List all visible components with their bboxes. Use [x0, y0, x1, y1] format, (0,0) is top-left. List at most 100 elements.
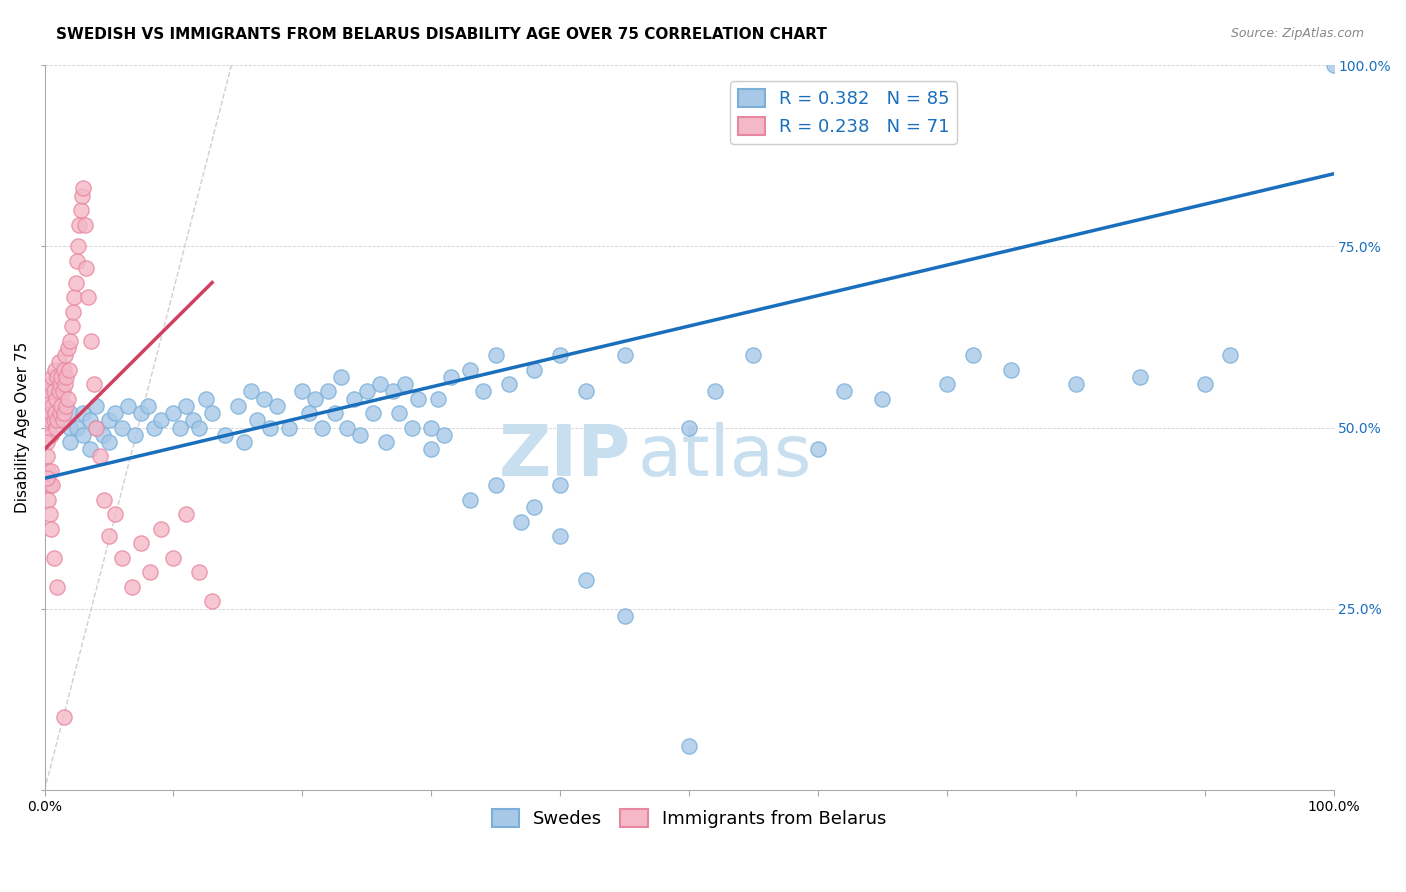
- Point: [510, 515, 533, 529]
- Legend: Swedes, Immigrants from Belarus: Swedes, Immigrants from Belarus: [485, 801, 894, 835]
- Point: [426, 392, 449, 406]
- Point: [214, 427, 236, 442]
- Point: [55, 399, 77, 413]
- Point: [471, 384, 494, 399]
- Point: [79, 413, 101, 427]
- Point: [575, 384, 598, 399]
- Point: [73, 218, 96, 232]
- Point: [83, 377, 105, 392]
- Point: [89, 450, 111, 464]
- Point: [84, 420, 107, 434]
- Point: [162, 551, 184, 566]
- Point: [239, 384, 262, 399]
- Point: [80, 334, 103, 348]
- Point: [872, 392, 894, 406]
- Point: [1129, 369, 1152, 384]
- Point: [55, 369, 77, 384]
- Point: [458, 493, 481, 508]
- Point: [485, 478, 508, 492]
- Point: [66, 420, 89, 434]
- Point: [316, 384, 339, 399]
- Point: [703, 384, 725, 399]
- Point: [548, 529, 571, 543]
- Y-axis label: Disability Age Over 75: Disability Age Over 75: [15, 342, 30, 513]
- Point: [1219, 348, 1241, 362]
- Point: [48, 355, 70, 369]
- Point: [201, 594, 224, 608]
- Point: [75, 261, 97, 276]
- Point: [259, 420, 281, 434]
- Point: [42, 384, 65, 399]
- Point: [962, 348, 984, 362]
- Point: [266, 399, 288, 413]
- Point: [336, 420, 359, 434]
- Point: [41, 369, 63, 384]
- Point: [70, 188, 93, 202]
- Point: [124, 427, 146, 442]
- Point: [678, 420, 700, 434]
- Point: [246, 413, 269, 427]
- Point: [181, 413, 204, 427]
- Point: [548, 478, 571, 492]
- Point: [498, 377, 520, 392]
- Point: [37, 464, 59, 478]
- Point: [41, 399, 63, 413]
- Point: [742, 348, 765, 362]
- Point: [388, 406, 411, 420]
- Point: [1064, 377, 1087, 392]
- Point: [439, 369, 461, 384]
- Point: [575, 573, 598, 587]
- Point: [52, 406, 75, 420]
- Point: [832, 384, 855, 399]
- Point: [368, 377, 391, 392]
- Point: [420, 420, 443, 434]
- Point: [63, 290, 86, 304]
- Point: [129, 536, 152, 550]
- Point: [59, 334, 82, 348]
- Point: [188, 566, 211, 580]
- Point: [104, 406, 127, 420]
- Point: [485, 348, 508, 362]
- Point: [56, 341, 79, 355]
- Point: [49, 406, 72, 420]
- Point: [330, 369, 353, 384]
- Point: [37, 392, 59, 406]
- Point: [38, 508, 60, 522]
- Text: atlas: atlas: [637, 422, 811, 491]
- Point: [188, 420, 211, 434]
- Point: [66, 253, 89, 268]
- Point: [67, 239, 90, 253]
- Point: [361, 406, 384, 420]
- Point: [52, 362, 75, 376]
- Point: [59, 420, 82, 434]
- Point: [51, 399, 73, 413]
- Point: [39, 464, 62, 478]
- Point: [53, 377, 76, 392]
- Point: [37, 420, 59, 434]
- Point: [67, 218, 90, 232]
- Point: [349, 427, 371, 442]
- Point: [59, 435, 82, 450]
- Text: ZIP: ZIP: [499, 422, 631, 491]
- Point: [233, 435, 256, 450]
- Point: [104, 508, 127, 522]
- Point: [807, 442, 830, 457]
- Point: [98, 435, 121, 450]
- Point: [38, 384, 60, 399]
- Point: [98, 529, 121, 543]
- Point: [311, 420, 333, 434]
- Point: [84, 399, 107, 413]
- Point: [323, 406, 346, 420]
- Point: [42, 551, 65, 566]
- Point: [381, 384, 404, 399]
- Point: [46, 580, 69, 594]
- Point: [98, 413, 121, 427]
- Point: [65, 276, 87, 290]
- Point: [1322, 58, 1344, 72]
- Point: [41, 478, 63, 492]
- Point: [53, 348, 76, 362]
- Point: [58, 362, 80, 376]
- Point: [48, 384, 70, 399]
- Point: [39, 377, 62, 392]
- Point: [72, 427, 94, 442]
